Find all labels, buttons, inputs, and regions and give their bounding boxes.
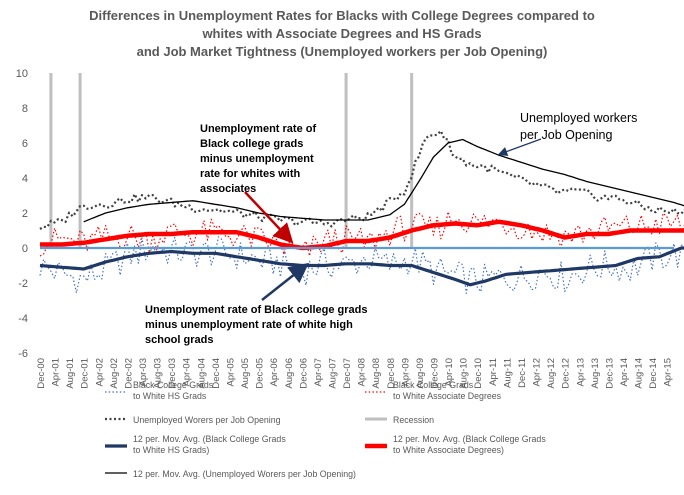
annotation-text-hs: minus unemployment rate of white high — [145, 319, 353, 331]
x-tick-label: Apr-11 — [488, 358, 499, 386]
y-tick-label: -2 — [18, 278, 28, 290]
x-tick-label: Aug-02 — [109, 358, 120, 389]
legend-label: Unemployed Worers per Job Opening — [133, 415, 281, 425]
legend-label: Black College Grads — [133, 380, 214, 390]
x-tick-label: Aug-08 — [371, 358, 382, 389]
x-tick-label: Aug-10 — [459, 358, 470, 389]
legend-label: to White Associate Degrees — [393, 391, 502, 401]
y-tick-label: -6 — [18, 348, 28, 360]
x-tick-label: Apr-06 — [269, 358, 280, 387]
x-tick-label: Dec-11 — [517, 358, 528, 388]
y-tick-label: 4 — [22, 173, 28, 185]
x-tick-label: Aug-01 — [65, 358, 76, 389]
x-tick-label: Dec-01 — [80, 358, 91, 389]
y-tick-label: -4 — [18, 313, 28, 325]
x-tick-label: Aug-04 — [196, 358, 207, 389]
x-tick-label: Apr-12 — [532, 358, 543, 387]
x-tick-label: Aug-07 — [327, 358, 338, 389]
x-tick-label: Aug-05 — [240, 358, 251, 389]
x-tick-label: Apr-13 — [575, 358, 586, 387]
annotation-text-hs: school grads — [145, 334, 213, 346]
x-tick-label: Aug-09 — [415, 358, 426, 389]
legend-label: Recession — [393, 415, 434, 425]
annotation-text-jobs: per Job Opening — [520, 128, 612, 142]
x-tick-label: Dec-00 — [36, 358, 47, 389]
x-tick-label: Apr-01 — [51, 358, 62, 387]
x-tick-label: Aug-13 — [590, 358, 601, 389]
legend-label: 12 per. Mov. Avg. (Unemployed Worers per… — [133, 469, 356, 479]
annotation-text-assoc: minus unemployment — [200, 153, 314, 165]
x-tick-label: Aug-03 — [153, 358, 164, 389]
legend-label: to White HS Grads — [133, 391, 207, 401]
chart-title-line-2: whites with Associate Degrees and HS Gra… — [202, 26, 482, 41]
legend-label: to White HS Grads) — [133, 445, 209, 455]
x-tick-label: Apr-07 — [313, 358, 324, 387]
annotation-text-assoc: associates — [200, 183, 256, 195]
legend-label: 12 per. Mov. Avg. (Black College Grads — [133, 434, 286, 444]
x-tick-label: Apr-02 — [94, 358, 105, 387]
x-tick-label: Dec-04 — [211, 358, 222, 389]
x-tick-label: Aug-14 — [634, 358, 645, 389]
chart-title-line-1: Differences in Unemployment Rates for Bl… — [89, 8, 595, 23]
y-tick-label: 2 — [22, 208, 28, 220]
x-tick-label: Aug-11 — [502, 358, 513, 388]
x-tick-label: Dec-10 — [473, 358, 484, 389]
x-tick-label: Dec-03 — [167, 358, 178, 389]
x-tick-label: Apr-14 — [619, 358, 630, 387]
series-dotted-blue — [39, 236, 684, 294]
x-tick-label: Dec-02 — [123, 358, 134, 389]
chart-title-line-3: and Job Market Tightness (Unemployed wor… — [136, 44, 548, 59]
x-tick-label: Dec-06 — [298, 358, 309, 389]
x-tick-label: Aug-06 — [284, 358, 295, 389]
x-tick-label: Dec-07 — [342, 358, 353, 389]
series-solid-navy — [39, 246, 684, 287]
annotation-text-hs: Unemployment rate of Black college grads — [145, 304, 368, 316]
annotation-arrow-jobs — [497, 138, 542, 157]
y-tick-label: 6 — [22, 138, 28, 150]
x-tick-label: Apr-04 — [182, 358, 193, 387]
x-tick-label: Aug-12 — [546, 358, 557, 389]
x-tick-label: Apr-10 — [444, 358, 455, 387]
y-tick-label: 0 — [22, 243, 28, 255]
annotation-arrow-hs — [261, 262, 309, 301]
legend-label: to White Associate Degrees) — [393, 445, 504, 455]
annotation-text-jobs: Unemployed workers — [520, 111, 637, 125]
annotation-arrow-assoc — [244, 191, 294, 244]
x-tick-label: Apr-09 — [400, 358, 411, 387]
x-tick-label: Dec-05 — [255, 358, 266, 389]
y-tick-label: 8 — [22, 103, 28, 115]
x-tick-label: Dec-14 — [648, 358, 659, 389]
x-tick-label: Apr-08 — [357, 358, 368, 387]
x-tick-label: Apr-15 — [663, 358, 674, 387]
x-tick-label: Dec-12 — [561, 358, 572, 389]
annotation-text-assoc: Unemployment rate of — [200, 123, 316, 135]
annotation-text-assoc: Black college grads — [200, 138, 303, 150]
y-tick-label: 10 — [16, 68, 28, 80]
x-tick-label: Dec-09 — [430, 358, 441, 389]
series-solid-red — [40, 219, 684, 251]
annotation-text-assoc: rate for whites with — [200, 168, 301, 180]
x-tick-label: Dec-08 — [386, 358, 397, 389]
legend-label: Black College Grads — [393, 380, 474, 390]
x-tick-label: Apr-05 — [225, 358, 236, 387]
legend-label: 12 per. Mov. Avg. (Black College Grads — [393, 434, 546, 444]
series-dotted-black — [39, 129, 684, 230]
x-tick-label: Apr-03 — [138, 358, 149, 387]
x-tick-label: Dec-13 — [604, 358, 615, 389]
series-solid-black — [83, 138, 684, 223]
